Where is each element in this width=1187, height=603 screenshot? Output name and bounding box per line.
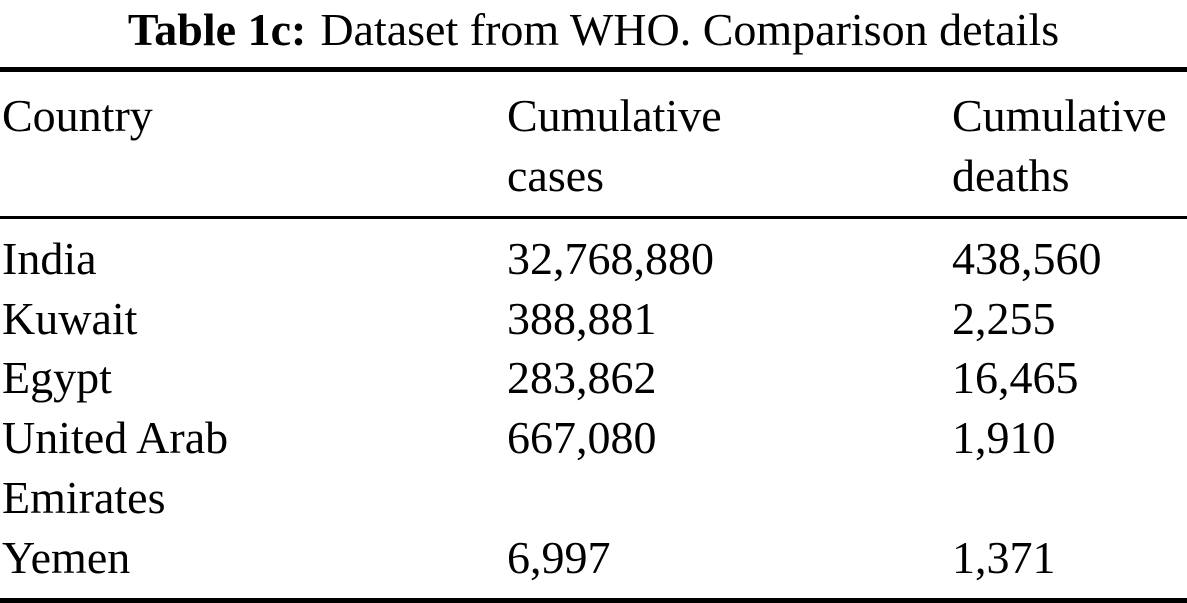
cases-value: 32,768,880 [507,232,714,284]
cases-cell: 388,881 [505,289,950,349]
table-row: United Arab Emirates 667,080 1,910 [0,408,1187,528]
country-value: India [2,232,97,284]
country-value: Egypt [2,352,112,404]
deaths-cell: 1,371 [950,528,1187,600]
deaths-value: 1,910 [952,412,1056,464]
deaths-value: 16,465 [952,352,1079,404]
table-caption-label: Table 1c: [127,4,307,55]
country-value: Yemen [2,531,131,583]
deaths-value: 1,371 [952,531,1056,583]
cases-value: 667,080 [507,412,657,464]
deaths-cell: 2,255 [950,289,1187,349]
cases-value: 6,997 [507,531,611,583]
deaths-cell: 16,465 [950,348,1187,408]
deaths-cell: 1,910 [950,408,1187,528]
column-header-cumulative-deaths-label: Cumulative deaths [952,90,1167,201]
country-cell: Yemen [0,528,505,600]
cases-value: 283,862 [507,352,657,404]
column-header-country-label: Country [2,90,153,142]
table-row: India 32,768,880 438,560 [0,217,1187,288]
column-header-country: Country [0,69,505,219]
country-value: Kuwait [2,292,138,344]
who-dataset-table: Country Cumulative cases Cumulative deat… [0,67,1187,603]
column-header-cumulative-cases: Cumulative cases [505,69,950,219]
country-cell: India [0,217,505,288]
table-caption: Table 1c: Dataset from WHO. Comparison de… [0,0,1187,57]
deaths-cell: 438,560 [950,217,1187,288]
column-header-cumulative-deaths: Cumulative deaths [950,69,1187,219]
cases-cell: 283,862 [505,348,950,408]
table-row: Kuwait 388,881 2,255 [0,289,1187,349]
column-header-cumulative-cases-label: Cumulative cases [507,90,722,201]
country-value: United Arab Emirates [2,412,229,523]
country-cell: Kuwait [0,289,505,349]
country-cell: United Arab Emirates [0,408,505,528]
cases-cell: 667,080 [505,408,950,528]
table-row: Yemen 6,997 1,371 [0,528,1187,600]
table-row: Egypt 283,862 16,465 [0,348,1187,408]
cases-cell: 32,768,880 [505,217,950,288]
cases-value: 388,881 [507,292,657,344]
country-cell: Egypt [0,348,505,408]
deaths-value: 2,255 [952,292,1056,344]
deaths-value: 438,560 [952,232,1102,284]
cases-cell: 6,997 [505,528,950,600]
table-caption-text: Dataset from WHO. Comparison details [320,4,1060,55]
header-row: Country Cumulative cases Cumulative deat… [0,69,1187,219]
